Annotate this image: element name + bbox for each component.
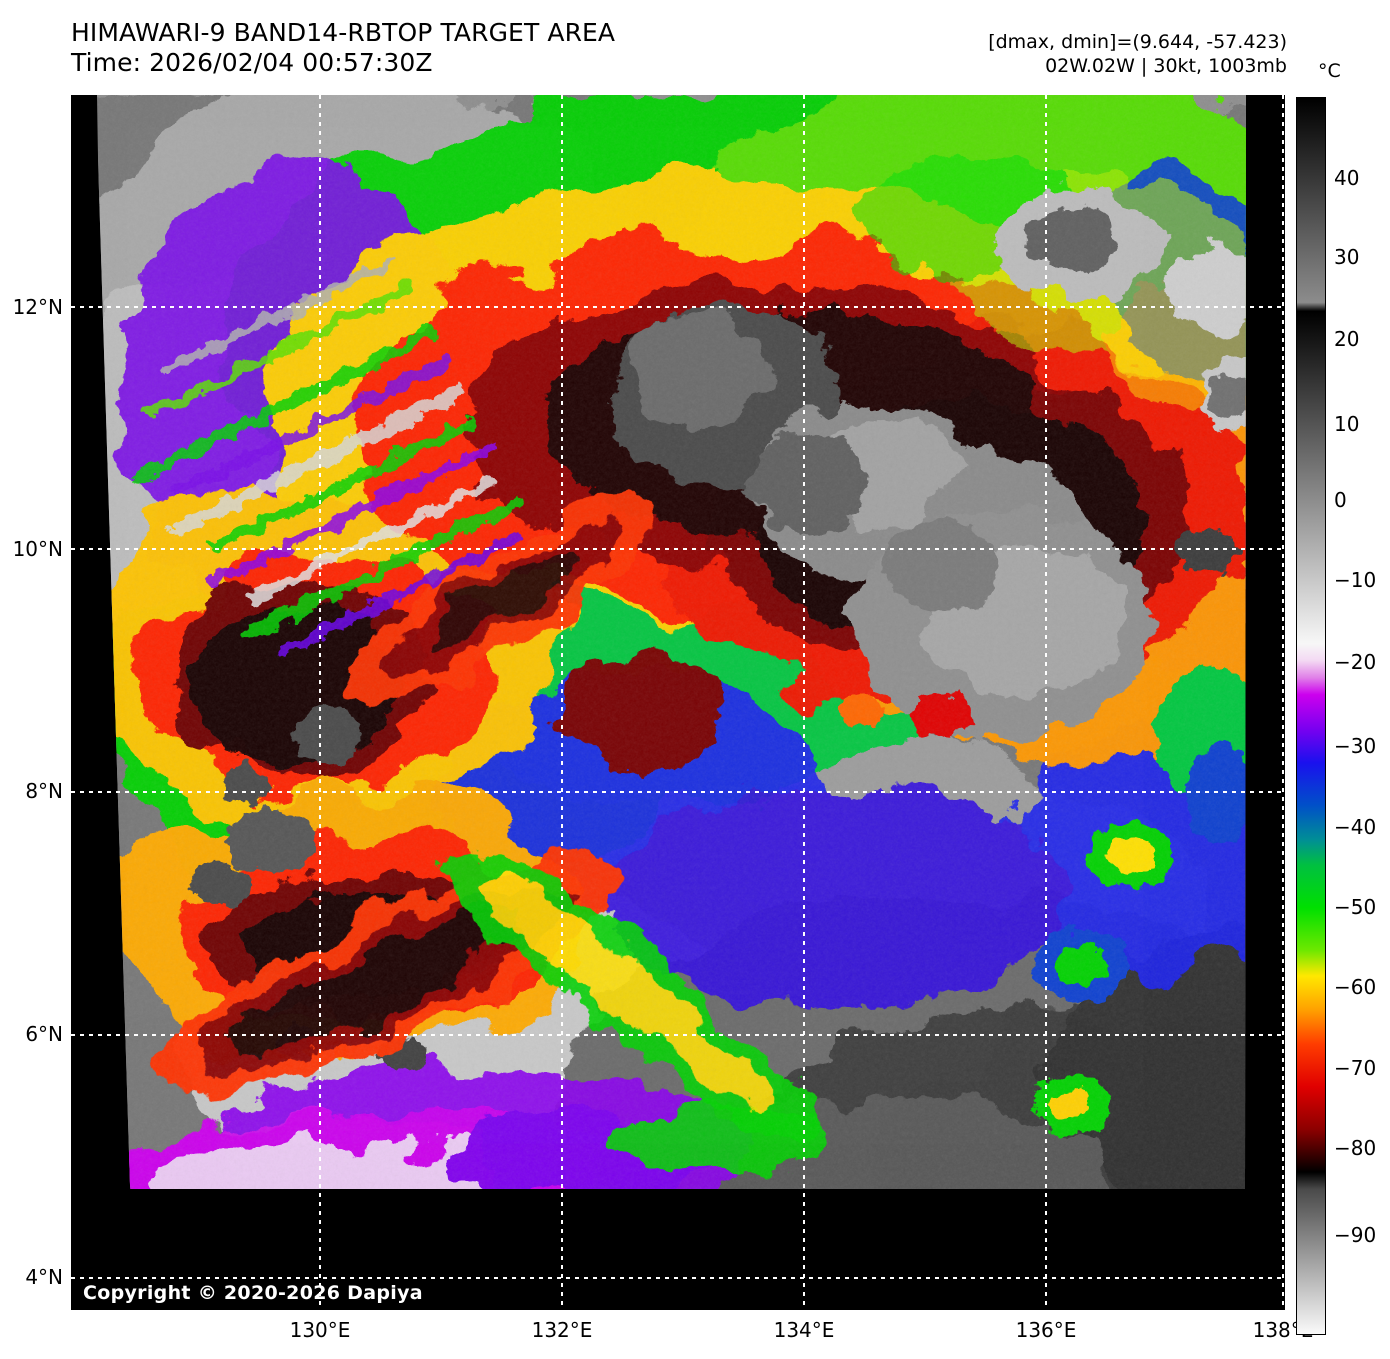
colorbar-gradient (1296, 97, 1326, 1335)
y-tick-label-10N: 10°N (12, 537, 63, 561)
colorbar-tick-0: 0 (1334, 488, 1347, 512)
y-tick-label-6N: 6°N (25, 1022, 63, 1046)
gridline-lon-138E (1282, 95, 1284, 1310)
timestamp-label: Time: 2026/02/04 00:57:30Z (71, 48, 433, 77)
colorbar-tick-m20: −20 (1334, 650, 1377, 674)
satellite-image-plot[interactable] (71, 95, 1285, 1310)
colorbar-tick-m90: −90 (1334, 1223, 1377, 1247)
storm-info-label: 02W.02W | 30kt, 1003mb (1045, 55, 1287, 77)
x-tick-label-134E: 134°E (773, 1318, 835, 1342)
page-title: HIMAWARI-9 BAND14-RBTOP TARGET AREA (71, 18, 616, 47)
gridline-lat-10N (71, 548, 1285, 550)
colorbar-tick-m70: −70 (1334, 1056, 1377, 1080)
dmax-dmin-label: [dmax, dmin]=(9.644, -57.423) (988, 31, 1287, 53)
colorbar-tick-m30: −30 (1334, 734, 1377, 758)
gridline-lat-12N (71, 306, 1285, 308)
gridline-lon-136E (1045, 95, 1047, 1310)
colorbar[interactable] (1296, 97, 1326, 1335)
colorbar-tick-20: 20 (1334, 327, 1360, 351)
gridline-lat-8N (71, 791, 1285, 793)
x-tick-label-130E: 130°E (289, 1318, 351, 1342)
x-tick-label-132E: 132°E (531, 1318, 593, 1342)
colorbar-tick-m80: −80 (1334, 1136, 1377, 1160)
title-block: HIMAWARI-9 BAND14-RBTOP TARGET AREA Time… (71, 18, 615, 78)
copyright-notice: Copyright © 2020-2026 Dapiya (83, 1282, 423, 1304)
colorbar-tick-40: 40 (1334, 166, 1360, 190)
colorbar-tick-m40: −40 (1334, 815, 1377, 839)
infrared-brightness-temperature-raster (71, 95, 1285, 1310)
y-tick-label-4N: 4°N (25, 1265, 63, 1289)
colorbar-tick-m50: −50 (1334, 895, 1377, 919)
colorbar-tick-m60: −60 (1334, 975, 1377, 999)
gridline-lon-132E (561, 95, 563, 1310)
gridline-lon-134E (803, 95, 805, 1310)
gridline-lat-4N (71, 1277, 1285, 1279)
colorbar-unit-label: °C (1318, 60, 1341, 82)
metadata-block: [dmax, dmin]=(9.644, -57.423) 02W.02W | … (988, 30, 1287, 78)
gridline-lon-130E (319, 95, 321, 1310)
gridline-lat-6N (71, 1034, 1285, 1036)
y-tick-label-12N: 12°N (12, 295, 63, 319)
colorbar-tick-10: 10 (1334, 412, 1360, 436)
y-tick-label-8N: 8°N (25, 779, 63, 803)
colorbar-tick-m10: −10 (1334, 568, 1377, 592)
x-tick-label-136E: 136°E (1015, 1318, 1077, 1342)
colorbar-tick-30: 30 (1334, 245, 1360, 269)
